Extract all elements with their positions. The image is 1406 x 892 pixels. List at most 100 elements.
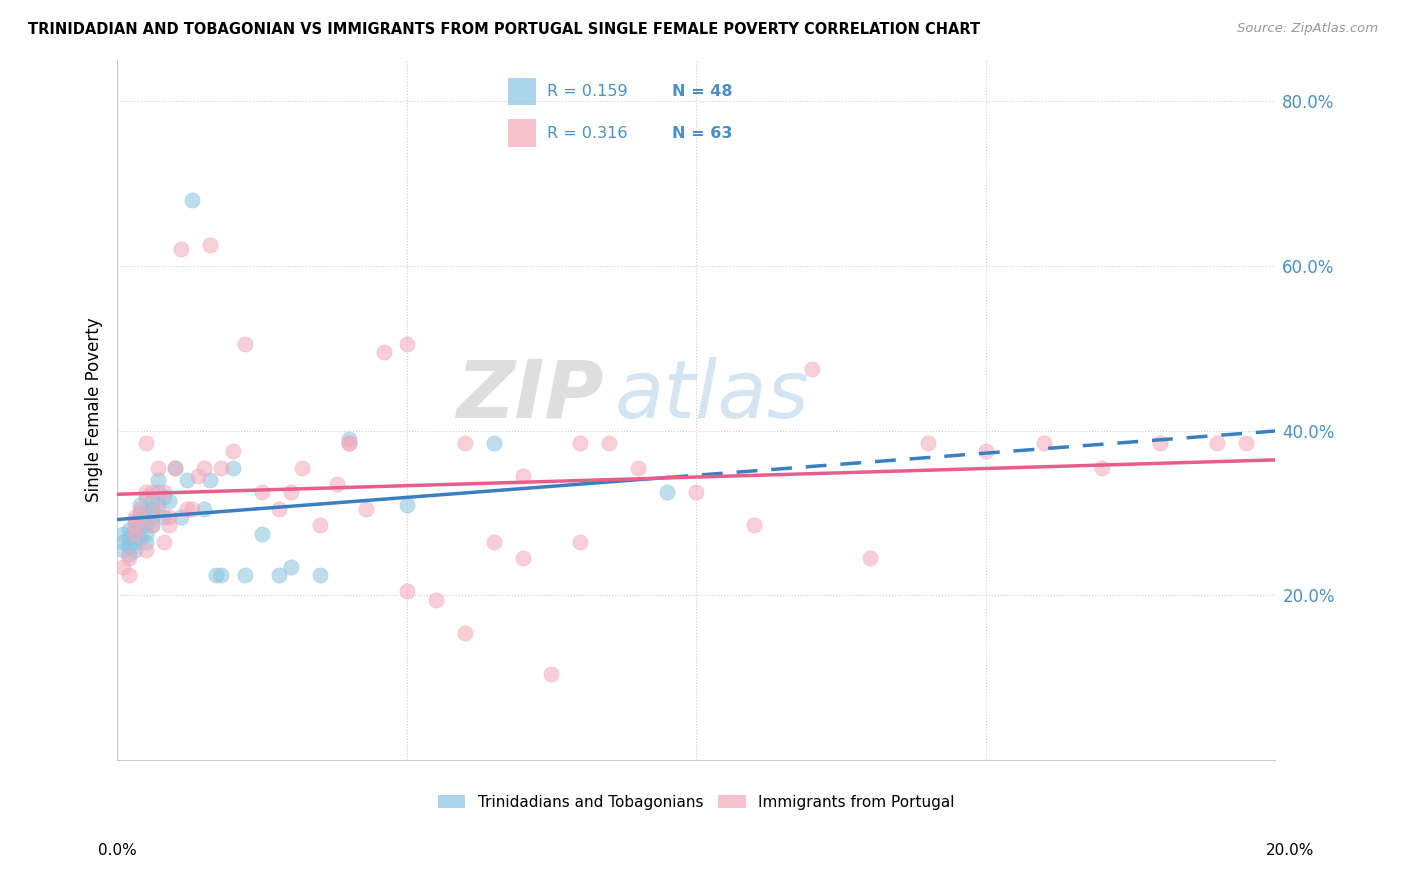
Point — [135, 485, 157, 500]
Point — [742, 518, 765, 533]
Point — [118, 551, 141, 566]
Point — [152, 510, 174, 524]
Point — [129, 498, 152, 512]
Point — [326, 477, 349, 491]
Point — [141, 518, 163, 533]
Point — [124, 543, 146, 558]
Point — [209, 460, 232, 475]
Point — [146, 460, 169, 475]
Point — [135, 506, 157, 520]
Point — [135, 436, 157, 450]
Point — [157, 493, 180, 508]
Point — [135, 490, 157, 504]
Point — [176, 502, 198, 516]
Point — [1090, 460, 1112, 475]
Point — [124, 535, 146, 549]
Point — [657, 485, 679, 500]
Point — [425, 592, 447, 607]
Point — [157, 518, 180, 533]
Point — [152, 535, 174, 549]
Point — [308, 518, 330, 533]
Point — [222, 460, 245, 475]
Point — [685, 485, 707, 500]
Point — [146, 498, 169, 512]
Point — [395, 337, 418, 351]
Point — [170, 510, 193, 524]
Point — [354, 502, 377, 516]
Point — [170, 242, 193, 256]
Legend: Trinidadians and Tobagonians, Immigrants from Portugal: Trinidadians and Tobagonians, Immigrants… — [432, 789, 960, 816]
Point — [141, 493, 163, 508]
Point — [198, 473, 221, 487]
Point — [540, 666, 562, 681]
Point — [124, 526, 146, 541]
Point — [482, 535, 505, 549]
Point — [118, 539, 141, 553]
Point — [152, 485, 174, 500]
Point — [141, 502, 163, 516]
Point — [118, 567, 141, 582]
Point — [395, 498, 418, 512]
Point — [141, 485, 163, 500]
Point — [1206, 436, 1229, 450]
Point — [157, 510, 180, 524]
Point — [111, 559, 134, 574]
Text: 0.0%: 0.0% — [98, 843, 138, 858]
Point — [269, 502, 291, 516]
Point — [129, 531, 152, 545]
Point — [181, 502, 204, 516]
Point — [569, 535, 592, 549]
Point — [118, 531, 141, 545]
Point — [129, 506, 152, 520]
Point — [165, 460, 187, 475]
Point — [859, 551, 882, 566]
Text: ZIP: ZIP — [456, 357, 603, 435]
Point — [598, 436, 620, 450]
Point — [129, 502, 152, 516]
Point — [111, 543, 134, 558]
Point — [917, 436, 939, 450]
Point — [204, 567, 226, 582]
Point — [373, 345, 395, 359]
Point — [222, 444, 245, 458]
Point — [146, 502, 169, 516]
Point — [250, 485, 273, 500]
Point — [124, 523, 146, 537]
Point — [165, 460, 187, 475]
Point — [395, 584, 418, 599]
Point — [337, 436, 360, 450]
Point — [337, 432, 360, 446]
Point — [118, 547, 141, 561]
Point — [453, 625, 475, 640]
Point — [482, 436, 505, 450]
Point — [198, 238, 221, 252]
Point — [124, 510, 146, 524]
Point — [801, 361, 824, 376]
Point — [269, 567, 291, 582]
Point — [124, 518, 146, 533]
Point — [146, 473, 169, 487]
Point — [111, 526, 134, 541]
Text: Source: ZipAtlas.com: Source: ZipAtlas.com — [1237, 22, 1378, 36]
Point — [124, 514, 146, 528]
Point — [308, 567, 330, 582]
Point — [512, 551, 534, 566]
Point — [250, 526, 273, 541]
Point — [233, 337, 256, 351]
Point — [135, 543, 157, 558]
Point — [512, 469, 534, 483]
Point — [209, 567, 232, 582]
Point — [141, 510, 163, 524]
Point — [135, 535, 157, 549]
Point — [974, 444, 997, 458]
Point — [1032, 436, 1054, 450]
Text: TRINIDADIAN AND TOBAGONIAN VS IMMIGRANTS FROM PORTUGAL SINGLE FEMALE POVERTY COR: TRINIDADIAN AND TOBAGONIAN VS IMMIGRANTS… — [28, 22, 980, 37]
Point — [193, 502, 215, 516]
Point — [187, 469, 209, 483]
Point — [453, 436, 475, 450]
Text: atlas: atlas — [616, 357, 810, 435]
Point — [181, 193, 204, 207]
Point — [569, 436, 592, 450]
Point — [118, 523, 141, 537]
Point — [233, 567, 256, 582]
